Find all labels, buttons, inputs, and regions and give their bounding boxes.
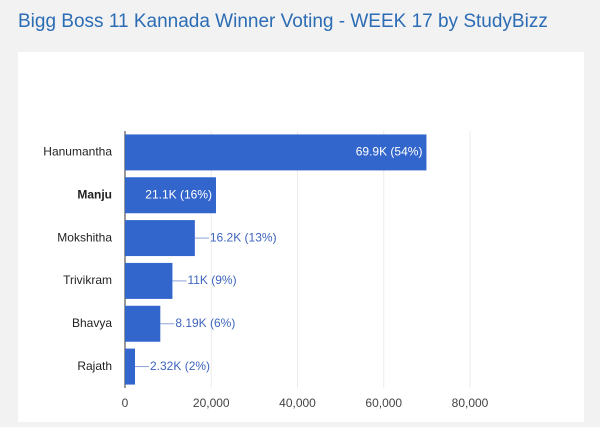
value-label: 69.9K (54%): [356, 145, 423, 159]
bar: [125, 134, 427, 171]
value-label: 11K (9%): [187, 273, 236, 287]
x-tick-label: 20,000: [193, 396, 230, 410]
y-tick-label: Manju: [77, 187, 112, 201]
value-label: 16.2K (13%): [210, 230, 277, 244]
y-tick-label: Rajath: [77, 359, 112, 373]
y-tick-label: Trivikram: [63, 273, 112, 287]
value-label: 8.19K (6%): [175, 316, 235, 330]
bar: [125, 348, 136, 385]
x-tick-label: 80,000: [452, 396, 489, 410]
x-tick-label: 0: [122, 396, 129, 410]
x-tick-label: 40,000: [279, 396, 316, 410]
chart-title: Bigg Boss 11 Kannada Winner Voting - WEE…: [18, 11, 548, 32]
y-tick-label: Hanumantha: [43, 145, 112, 159]
value-label: 2.32K (2%): [150, 359, 210, 373]
bar: [125, 177, 216, 214]
y-tick-label: Bhavya: [72, 316, 112, 330]
bar: [125, 262, 173, 299]
bar: [125, 220, 195, 257]
chart-panel: [18, 52, 584, 422]
bar: [125, 305, 161, 342]
y-tick-label: Mokshitha: [57, 230, 112, 244]
x-tick-label: 60,000: [365, 396, 402, 410]
value-label: 21.1K (16%): [145, 187, 212, 201]
